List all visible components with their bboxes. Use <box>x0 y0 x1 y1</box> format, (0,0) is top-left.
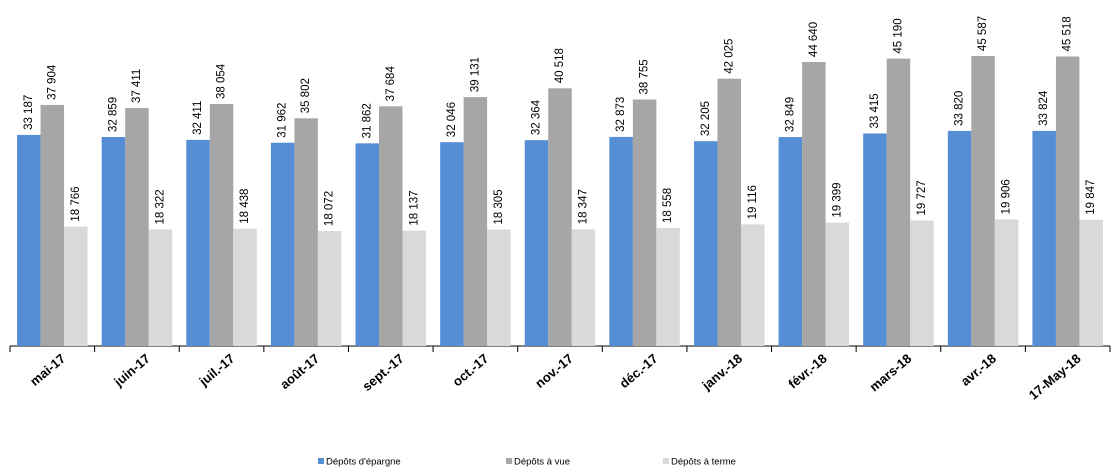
bar <box>994 219 1019 346</box>
data-label: 32 364 <box>531 99 543 135</box>
data-label: 19 116 <box>747 185 759 219</box>
bar <box>886 58 911 346</box>
bar <box>64 226 88 346</box>
bar <box>717 78 741 346</box>
data-label: 31 962 <box>277 103 289 138</box>
bar <box>209 103 234 347</box>
bar <box>947 130 972 346</box>
x-tick-label: sept.-17 <box>359 351 406 394</box>
data-label: 18 347 <box>578 189 590 224</box>
bar <box>233 228 257 346</box>
bar <box>1055 56 1080 347</box>
data-label: 37 904 <box>46 64 58 100</box>
data-label: 19 906 <box>1001 179 1013 214</box>
data-label: 39 131 <box>469 57 481 92</box>
data-label: 32 046 <box>446 102 458 137</box>
bar <box>17 134 41 346</box>
data-label: 18 137 <box>408 190 420 225</box>
data-label: 18 305 <box>493 189 505 224</box>
bar <box>186 139 210 346</box>
data-label: 33 820 <box>954 91 966 126</box>
bar <box>548 88 572 346</box>
bar <box>863 133 887 346</box>
data-label: 32 873 <box>615 97 627 132</box>
data-label: 19 847 <box>1085 180 1097 215</box>
data-label: 18 766 <box>70 186 82 221</box>
bar <box>355 143 380 346</box>
data-label: 33 824 <box>1038 90 1050 126</box>
data-label: 40 518 <box>554 48 566 83</box>
x-tick-label: avr.-18 <box>958 351 999 389</box>
data-label: 32 411 <box>192 101 204 135</box>
bar <box>825 222 850 346</box>
bar <box>910 220 934 346</box>
bar <box>778 137 803 346</box>
bar <box>656 227 680 346</box>
data-label: 18 558 <box>662 188 674 223</box>
legend-swatch <box>663 458 669 464</box>
x-tick-label: oct.-17 <box>450 351 492 389</box>
bar <box>440 142 464 346</box>
bar <box>402 230 427 346</box>
bar <box>463 97 488 347</box>
bar <box>487 229 511 346</box>
x-tick-label: déc.-17 <box>617 351 661 391</box>
legend-swatch <box>318 458 324 464</box>
bar <box>740 224 765 346</box>
x-tick-label: nov.-17 <box>532 351 576 391</box>
data-label: 37 411 <box>131 69 143 103</box>
bar <box>524 140 549 346</box>
data-label: 44 640 <box>808 22 820 57</box>
data-label: 32 849 <box>784 97 796 132</box>
x-tick-label: août-17 <box>277 351 322 392</box>
bar <box>148 229 173 346</box>
x-tick-label: mars-18 <box>867 351 915 395</box>
data-label: 45 587 <box>977 16 989 51</box>
data-label: 45 190 <box>892 18 904 53</box>
x-tick-label: 17-May-18 <box>1026 351 1084 403</box>
data-label: 18 072 <box>324 191 336 226</box>
bar <box>317 231 342 346</box>
data-label: 38 755 <box>639 59 651 94</box>
data-label: 38 054 <box>216 63 228 99</box>
data-label: 45 518 <box>1062 16 1074 51</box>
data-label: 37 684 <box>385 66 397 102</box>
bar <box>379 106 403 346</box>
bar <box>125 108 149 346</box>
data-label: 19 727 <box>916 180 928 215</box>
bar <box>1032 130 1056 346</box>
x-tick-label: mai-17 <box>27 351 68 389</box>
x-tick-label: janv.-18 <box>698 351 745 394</box>
data-label: 32 205 <box>700 101 712 136</box>
bar <box>632 99 657 346</box>
data-label: 33 415 <box>869 93 881 128</box>
legend-swatch <box>506 458 512 464</box>
x-tick-label: févr.-18 <box>785 351 830 392</box>
bar <box>802 62 826 346</box>
data-label: 18 438 <box>239 189 251 224</box>
data-label: 18 322 <box>154 189 166 224</box>
bar <box>294 118 318 346</box>
bar <box>609 136 633 346</box>
bar <box>101 137 126 346</box>
x-tick-label: juil.-17 <box>196 351 238 390</box>
bar <box>571 229 596 346</box>
bar <box>1079 219 1103 346</box>
legend-label: Dépôts à terme <box>671 457 736 468</box>
bar <box>971 56 995 346</box>
data-label: 32 859 <box>107 97 119 132</box>
bar <box>270 142 295 346</box>
bar <box>693 141 718 346</box>
data-label: 31 862 <box>361 103 373 138</box>
x-tick-label: juin-17 <box>110 351 153 390</box>
data-label: 19 399 <box>831 182 843 217</box>
data-label: 42 025 <box>723 39 735 74</box>
legend-label: Dépôts à vue <box>514 457 570 468</box>
legend-label: Dépôts d'épargne <box>326 457 401 468</box>
bar <box>40 104 65 347</box>
data-label: 35 802 <box>300 78 312 113</box>
data-label: 33 187 <box>23 95 35 130</box>
